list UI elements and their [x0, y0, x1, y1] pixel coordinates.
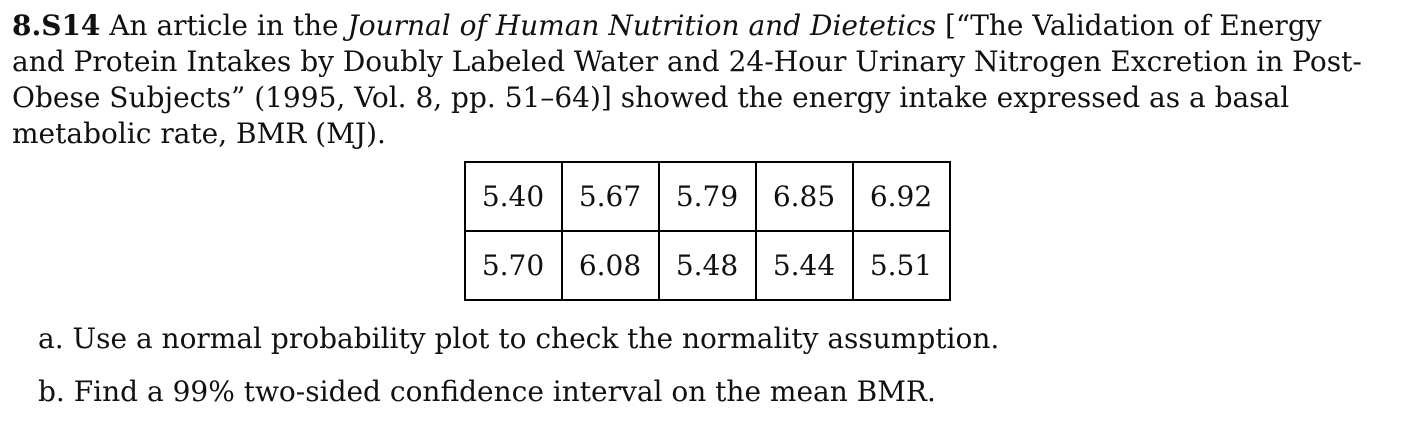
table-row: 5.70 6.08 5.48 5.44 5.51 — [463, 230, 951, 301]
question-label: b. — [38, 375, 65, 408]
problem-statement-line-1: 8.S14 An article in the Journal of Human… — [12, 8, 1404, 44]
table-cell: 6.92 — [851, 161, 951, 232]
table-cell: 5.44 — [754, 230, 854, 301]
table-cell: 5.70 — [463, 230, 563, 301]
question-list: a. Use a normal probability plot to chec… — [38, 321, 1414, 410]
journal-title: Journal of Human Nutrition and Dietetics — [347, 9, 937, 42]
question-item-b: b. Find a 99% two-sided confidence inter… — [38, 374, 1414, 410]
table-cell: 5.51 — [851, 230, 951, 301]
table-cell: 5.67 — [560, 161, 660, 232]
table-cell: 6.08 — [560, 230, 660, 301]
table-cell: 5.40 — [463, 161, 563, 232]
article-title-start: [“The Validation of Energy — [936, 9, 1322, 42]
table-cell: 5.79 — [657, 161, 757, 232]
problem-statement-line-3: Obese Subjects” (1995, Vol. 8, pp. 51–64… — [12, 81, 1290, 114]
problem-statement: 8.S14 An article in the Journal of Human… — [12, 8, 1404, 152]
table-cell: 5.48 — [657, 230, 757, 301]
problem-statement-line-2: and Protein Intakes by Doubly Labeled Wa… — [12, 45, 1362, 78]
problem-number: 8.S14 — [12, 9, 101, 42]
table-cell: 6.85 — [754, 161, 854, 232]
question-text: Use a normal probability plot to check t… — [72, 322, 1000, 355]
question-item-a: a. Use a normal probability plot to chec… — [38, 321, 1414, 357]
table-row: 5.40 5.67 5.79 6.85 6.92 — [463, 161, 951, 232]
problem-intro-text: An article in the — [100, 9, 348, 42]
question-text: Find a 99% two-sided confidence interval… — [73, 375, 936, 408]
bmr-data-table: 5.40 5.67 5.79 6.85 6.92 5.70 6.08 5.48 … — [463, 161, 951, 301]
problem-page: 8.S14 An article in the Journal of Human… — [0, 8, 1414, 426]
problem-statement-line-4: metabolic rate, BMR (MJ). — [12, 117, 386, 150]
question-label: a. — [38, 322, 64, 355]
